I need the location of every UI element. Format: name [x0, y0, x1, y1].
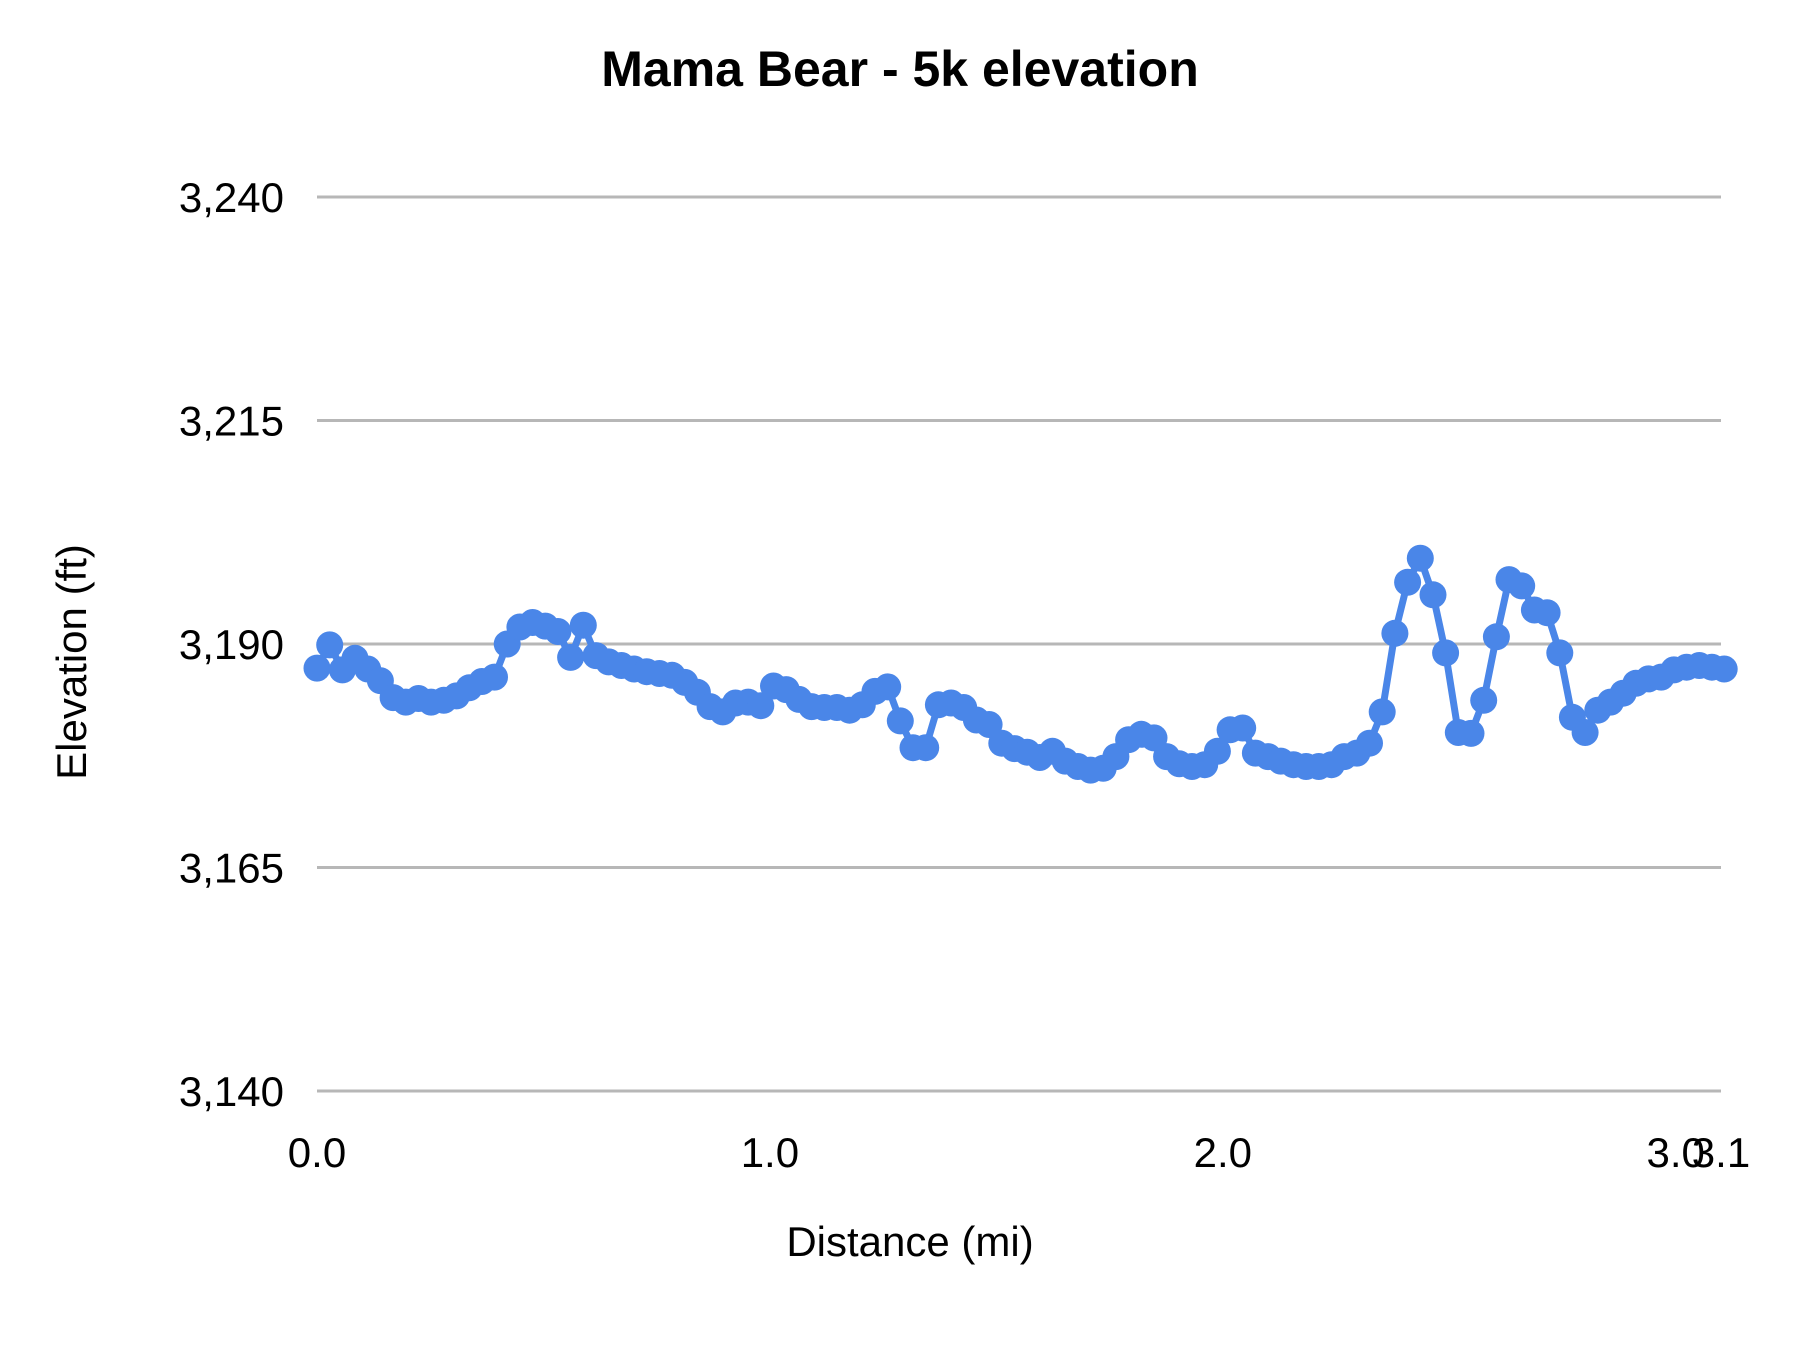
- x-tick-label: 3.1: [1692, 1129, 1750, 1176]
- chart-title: Mama Bear - 5k elevation: [601, 41, 1199, 97]
- data-point-marker: [316, 631, 344, 659]
- data-point-marker: [1203, 737, 1231, 765]
- data-point-marker: [1508, 572, 1536, 600]
- data-point-marker: [1432, 639, 1460, 667]
- data-point-marker: [1571, 719, 1599, 746]
- data-point-marker: [481, 663, 508, 691]
- y-tick-label: 3,240: [179, 174, 284, 221]
- data-point-marker: [747, 692, 775, 720]
- data-point-marker: [1457, 719, 1485, 747]
- y-tick-label: 3,190: [179, 621, 284, 668]
- data-point-marker: [1394, 568, 1422, 596]
- data-point-marker: [1419, 581, 1447, 609]
- data-point-marker: [1406, 544, 1434, 572]
- data-point-marker: [874, 673, 902, 701]
- data-point-marker: [303, 654, 331, 682]
- data-point-marker: [886, 707, 914, 735]
- data-point-marker: [1368, 698, 1396, 726]
- data-point-marker: [1356, 729, 1383, 757]
- y-tick-label: 3,215: [179, 398, 284, 445]
- data-point-marker: [557, 643, 585, 671]
- data-point-marker: [1229, 714, 1257, 742]
- x-axis-title: Distance (mi): [786, 1218, 1034, 1265]
- y-tick-label: 3,140: [179, 1068, 284, 1115]
- data-point-marker: [1470, 686, 1498, 714]
- data-point-marker: [1482, 623, 1510, 651]
- x-tick-label: 0.0: [288, 1129, 346, 1176]
- x-tick-label: 3.0: [1647, 1129, 1705, 1176]
- x-tick-label: 1.0: [741, 1129, 799, 1176]
- data-point-marker: [1533, 599, 1561, 627]
- data-point-marker: [569, 611, 597, 639]
- data-point-marker: [1710, 655, 1738, 683]
- x-tick-label: 2.0: [1194, 1129, 1252, 1176]
- data-point-marker: [912, 734, 940, 762]
- data-point-marker: [1381, 619, 1409, 647]
- data-point-marker: [544, 618, 572, 645]
- data-point-marker: [1546, 639, 1574, 667]
- y-tick-label: 3,165: [179, 845, 284, 892]
